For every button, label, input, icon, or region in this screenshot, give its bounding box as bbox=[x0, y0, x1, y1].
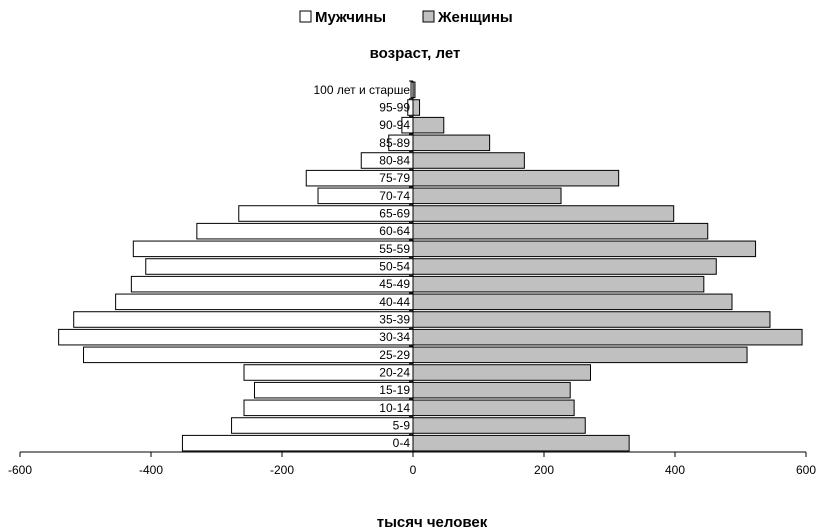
bar-women-40-44 bbox=[412, 293, 733, 311]
bar-men-55-59 bbox=[132, 240, 414, 258]
bar-women-80-84 bbox=[412, 152, 525, 169]
bar-women-65-69 bbox=[412, 205, 675, 222]
bar-men-5-9 bbox=[231, 417, 414, 434]
x-axis-title: тысяч человек bbox=[377, 514, 488, 531]
bar-women-50-54 bbox=[412, 258, 717, 275]
bar-women-10-14 bbox=[412, 399, 575, 417]
x-tick-label: 600 bbox=[796, 463, 816, 477]
bar-men-30-34 bbox=[58, 328, 414, 346]
category-label: 0-4 bbox=[393, 436, 411, 450]
legend: Мужчины Женщины bbox=[299, 9, 513, 26]
category-label: 20-24 bbox=[379, 366, 410, 380]
bar-women-95-99 bbox=[412, 99, 421, 116]
bar-women-70-74 bbox=[412, 187, 562, 205]
category-label: 60-64 bbox=[379, 224, 410, 238]
legend-swatch-men bbox=[299, 10, 312, 23]
bar-women-90-94 bbox=[412, 116, 445, 134]
legend-swatch-women bbox=[422, 10, 435, 23]
bar-men-35-39 bbox=[73, 311, 414, 328]
bar-women-60-64 bbox=[412, 222, 709, 240]
category-label: 95-99 bbox=[379, 101, 410, 115]
bar-men-25-29 bbox=[83, 346, 414, 364]
bar-men-45-49 bbox=[130, 275, 414, 293]
category-label: 50-54 bbox=[379, 260, 410, 274]
category-label: 35-39 bbox=[379, 313, 410, 327]
bar-men-40-44 bbox=[115, 293, 414, 311]
bar-women-30-34 bbox=[412, 328, 803, 346]
x-tick-label: 400 bbox=[665, 463, 685, 477]
category-label: 10-14 bbox=[379, 401, 410, 415]
bar-women-15-19 bbox=[412, 381, 571, 399]
category-label: 15-19 bbox=[379, 383, 410, 397]
category-label: 75-79 bbox=[379, 171, 410, 185]
category-label: 100 лет и старше bbox=[313, 83, 410, 97]
category-label: 40-44 bbox=[379, 295, 410, 309]
legend-label-men: Мужчины bbox=[315, 9, 386, 26]
category-label: 45-49 bbox=[379, 277, 410, 291]
category-labels: 0-4 5-9 10-14 15-19 20-24 25-29 30-34 35-39 40-4… bbox=[313, 83, 410, 450]
bar-women-85-89 bbox=[412, 134, 491, 152]
category-label: 55-59 bbox=[379, 242, 410, 256]
category-label: 5-9 bbox=[393, 419, 411, 433]
x-axis: -600 -400 -200 0 200 400 600 bbox=[8, 451, 816, 477]
y-axis bbox=[409, 80, 414, 453]
bar-women-25-29 bbox=[412, 346, 748, 364]
series-men-bars bbox=[58, 81, 414, 452]
series-women-bars bbox=[412, 81, 803, 452]
legend-label-women: Женщины bbox=[437, 9, 513, 26]
x-tick-label: -400 bbox=[139, 463, 163, 477]
bar-women-0-4 bbox=[412, 434, 630, 452]
category-label: 25-29 bbox=[379, 348, 410, 362]
x-tick-label: -200 bbox=[270, 463, 294, 477]
category-label: 85-89 bbox=[379, 136, 410, 150]
x-tick-label: -600 bbox=[8, 463, 32, 477]
category-label: 70-74 bbox=[379, 189, 410, 203]
x-tick-label: 200 bbox=[534, 463, 554, 477]
chart-title: возраст, лет bbox=[370, 45, 461, 62]
bar-men-0-4 bbox=[181, 434, 414, 452]
bar-women-5-9 bbox=[412, 417, 586, 434]
bar-women-75-79 bbox=[412, 169, 620, 187]
bar-men-50-54 bbox=[145, 258, 414, 275]
bar-women-45-49 bbox=[412, 275, 705, 293]
bar-women-35-39 bbox=[412, 311, 771, 328]
bar-women-55-59 bbox=[412, 240, 757, 258]
category-label: 90-94 bbox=[379, 118, 410, 132]
category-label: 65-69 bbox=[379, 207, 410, 221]
category-label: 80-84 bbox=[379, 154, 410, 168]
bar-women-20-24 bbox=[412, 364, 591, 381]
x-tick-label: 0 bbox=[410, 463, 417, 477]
category-label: 30-34 bbox=[379, 330, 410, 344]
